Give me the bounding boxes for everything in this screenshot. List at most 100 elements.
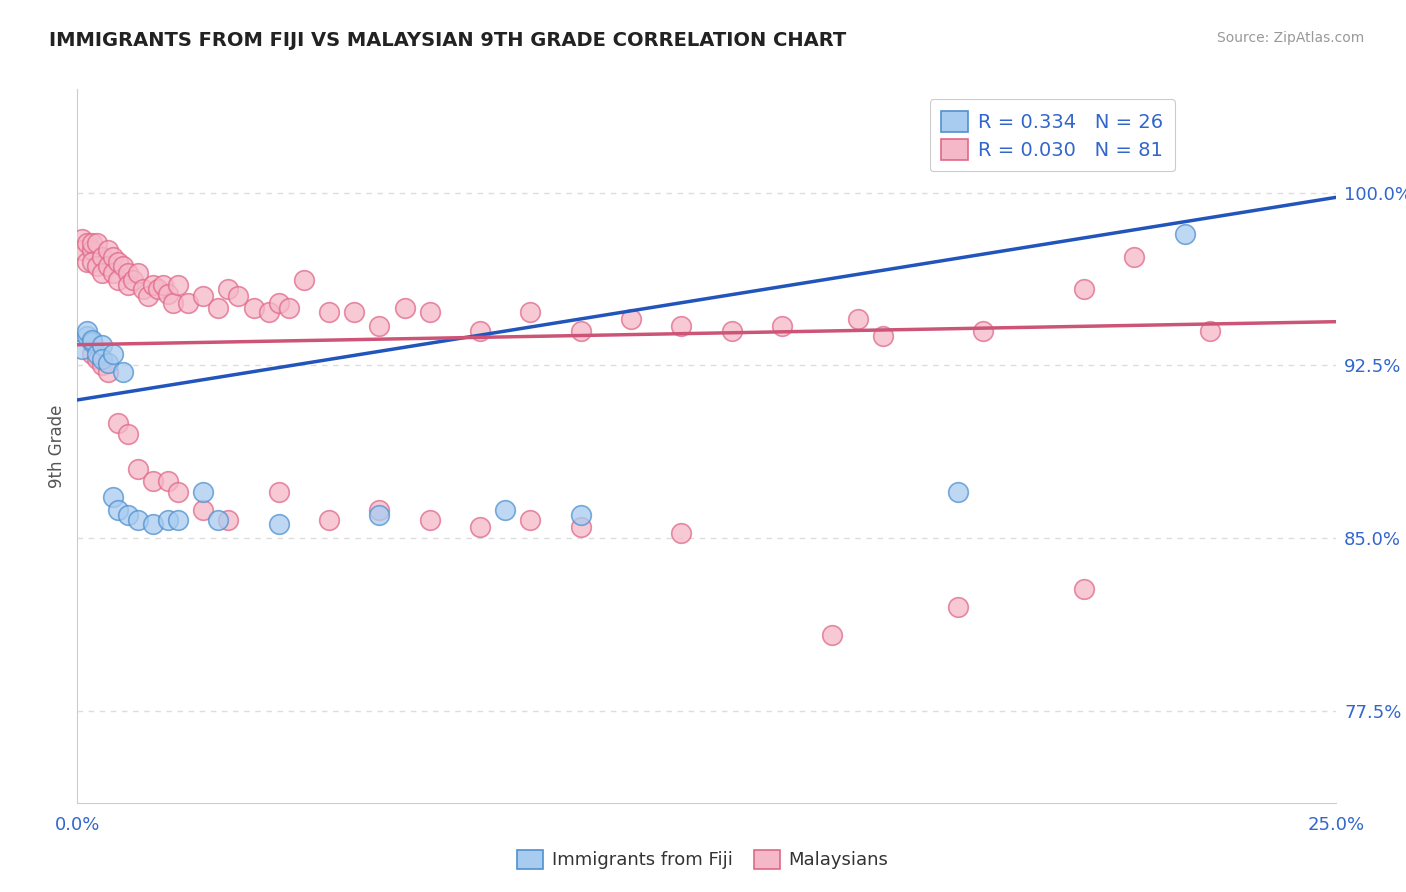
Point <box>107 255 129 269</box>
Point <box>821 628 844 642</box>
Point <box>494 503 516 517</box>
Point <box>72 343 94 357</box>
Point <box>277 301 299 315</box>
Point <box>872 328 894 343</box>
Point <box>127 462 149 476</box>
Point <box>152 277 174 292</box>
Point <box>76 324 98 338</box>
Point <box>117 277 139 292</box>
Point <box>91 351 114 366</box>
Point <box>107 503 129 517</box>
Point <box>343 305 366 319</box>
Point <box>101 347 124 361</box>
Point <box>217 283 239 297</box>
Point <box>167 277 190 292</box>
Point <box>96 244 118 258</box>
Point <box>167 513 190 527</box>
Point <box>146 283 169 297</box>
Point <box>191 289 215 303</box>
Point <box>117 427 139 442</box>
Point <box>671 319 693 334</box>
Point <box>111 260 134 274</box>
Point <box>91 337 114 351</box>
Point <box>86 260 108 274</box>
Point <box>671 526 693 541</box>
Point <box>292 273 315 287</box>
Point <box>419 513 441 527</box>
Point <box>76 328 98 343</box>
Point <box>318 305 340 319</box>
Point <box>82 236 104 251</box>
Point <box>1198 324 1220 338</box>
Point <box>468 519 491 533</box>
Y-axis label: 9th Grade: 9th Grade <box>48 404 66 488</box>
Point <box>101 266 124 280</box>
Point <box>132 283 155 297</box>
Point <box>177 296 200 310</box>
Point <box>111 365 134 379</box>
Point <box>142 517 165 532</box>
Point <box>167 485 190 500</box>
Point <box>76 255 98 269</box>
Point <box>72 232 94 246</box>
Point <box>121 273 143 287</box>
Text: 0.0%: 0.0% <box>55 816 100 834</box>
Point <box>620 312 643 326</box>
Point <box>82 335 104 350</box>
Legend: R = 0.334   N = 26, R = 0.030   N = 81: R = 0.334 N = 26, R = 0.030 N = 81 <box>929 99 1175 171</box>
Point <box>720 324 742 338</box>
Point <box>142 474 165 488</box>
Point <box>101 250 124 264</box>
Point <box>242 301 264 315</box>
Point <box>519 305 541 319</box>
Point <box>117 266 139 280</box>
Point <box>86 347 108 361</box>
Point <box>770 319 793 334</box>
Point <box>162 296 184 310</box>
Point <box>1073 582 1095 596</box>
Point <box>368 503 391 517</box>
Point <box>82 255 104 269</box>
Point <box>96 365 118 379</box>
Point <box>267 485 290 500</box>
Point <box>318 513 340 527</box>
Point <box>91 250 114 264</box>
Point <box>207 513 229 527</box>
Legend: Immigrants from Fiji, Malaysians: Immigrants from Fiji, Malaysians <box>509 840 897 879</box>
Point <box>191 485 215 500</box>
Point <box>142 277 165 292</box>
Point <box>107 416 129 430</box>
Point <box>1073 283 1095 297</box>
Point <box>217 513 239 527</box>
Point <box>948 600 970 615</box>
Point <box>1174 227 1197 242</box>
Point <box>86 236 108 251</box>
Text: 25.0%: 25.0% <box>1308 816 1364 834</box>
Point <box>156 513 179 527</box>
Point <box>72 244 94 258</box>
Point <box>82 333 104 347</box>
Point <box>468 324 491 338</box>
Point <box>394 301 416 315</box>
Point <box>117 508 139 522</box>
Point <box>207 301 229 315</box>
Point <box>228 289 250 303</box>
Point <box>1123 250 1146 264</box>
Point <box>96 260 118 274</box>
Point <box>82 347 104 361</box>
Point <box>267 296 290 310</box>
Point <box>156 474 179 488</box>
Point <box>127 266 149 280</box>
Point <box>107 273 129 287</box>
Point <box>127 513 149 527</box>
Point <box>519 513 541 527</box>
Point <box>257 305 280 319</box>
Point <box>76 236 98 251</box>
Point <box>101 490 124 504</box>
Point <box>136 289 159 303</box>
Point <box>156 287 179 301</box>
Point <box>91 359 114 373</box>
Point <box>82 244 104 258</box>
Point <box>846 312 869 326</box>
Point <box>96 356 118 370</box>
